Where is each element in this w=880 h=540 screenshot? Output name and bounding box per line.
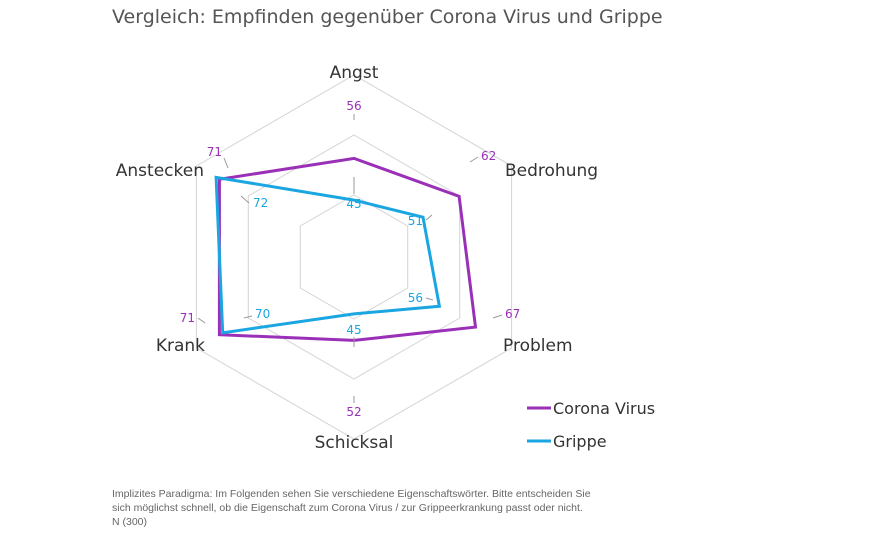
radar-grid [195, 74, 513, 440]
leader-line [469, 156, 479, 163]
axis-label-bedrohung: Bedrohung [505, 161, 598, 181]
footnote-line: N (300) [112, 516, 148, 528]
radar-chart: Angst Bedrohung Problem Schicksal Krank Anste… [116, 63, 655, 453]
axis-label-angst: Angst [330, 63, 379, 83]
chart-legend: Corona Virus Grippe [527, 399, 655, 451]
data-label-grippe: 45 [346, 197, 361, 211]
leader-line [243, 315, 253, 319]
leader-line [240, 195, 250, 204]
axis-label-schicksal: Schicksal [315, 433, 394, 453]
data-label-corona: 67 [505, 307, 520, 321]
data-label-corona: 52 [346, 405, 361, 419]
grid-ring [195, 74, 513, 440]
data-label-grippe: 51 [408, 214, 423, 228]
data-label-corona: 56 [346, 99, 361, 113]
axis-label-krank: Krank [156, 336, 205, 356]
leader-line [492, 314, 503, 319]
data-label-grippe: 70 [255, 307, 270, 321]
series-line-grippe [214, 175, 442, 335]
radar-labels: Angst Bedrohung Problem Schicksal Krank Anste… [116, 63, 598, 453]
legend-label: Corona Virus [553, 399, 655, 418]
chart-title: Vergleich: Empfinden gegenüber Corona Vi… [112, 6, 663, 28]
data-label-grippe: 56 [408, 291, 423, 305]
data-label-grippe: 72 [253, 196, 268, 210]
footnote: Implizites Paradigma: Im Folgenden sehen… [112, 487, 712, 529]
leader-line [223, 157, 229, 169]
leader-line [425, 297, 434, 301]
leader-line [425, 214, 433, 221]
footnote-line: Implizites Paradigma: Im Folgenden sehen… [112, 488, 591, 500]
leader-line [197, 317, 206, 324]
legend-label: Grippe [553, 432, 607, 451]
data-label-corona: 62 [481, 149, 496, 163]
grid-ring [299, 194, 409, 320]
axis-label-anstecken: Anstecken [116, 161, 204, 181]
data-label-grippe: 45 [346, 323, 361, 337]
data-label-corona: 71 [180, 311, 195, 325]
axis-label-problem: Problem [503, 336, 573, 356]
footnote-line: sich möglichst schnell, ob die Eigenscha… [112, 502, 583, 514]
data-label-corona: 71 [207, 145, 222, 159]
